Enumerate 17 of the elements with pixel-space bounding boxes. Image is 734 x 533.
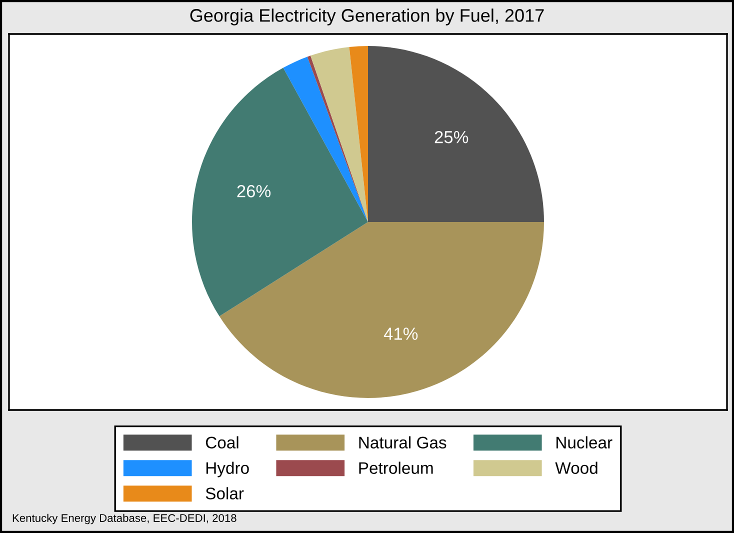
- legend-label: Nuclear: [556, 436, 612, 448]
- legend-label: Petroleum: [359, 462, 433, 474]
- legend-label: Solar: [206, 487, 244, 500]
- data-label: 25%: [434, 130, 468, 144]
- legend-label: Natural Gas: [359, 436, 446, 448]
- legend-label: Hydro: [206, 462, 249, 478]
- pie-slice: [368, 46, 544, 222]
- legend-label: Wood: [555, 462, 598, 474]
- data-label: 26%: [237, 185, 271, 198]
- pie-slice: [283, 56, 368, 222]
- data-label: 41%: [384, 328, 418, 340]
- legend-label: Coal: [206, 436, 238, 448]
- pie-slice: [219, 222, 544, 398]
- pie-slice: [192, 68, 368, 316]
- text: Kentucky Energy Database, EEC-DEDI, 2018: [12, 514, 236, 524]
- chart-title: Georgia Electricity Generation by Fuel, 2017: [190, 8, 544, 26]
- pie-slice: [349, 46, 368, 222]
